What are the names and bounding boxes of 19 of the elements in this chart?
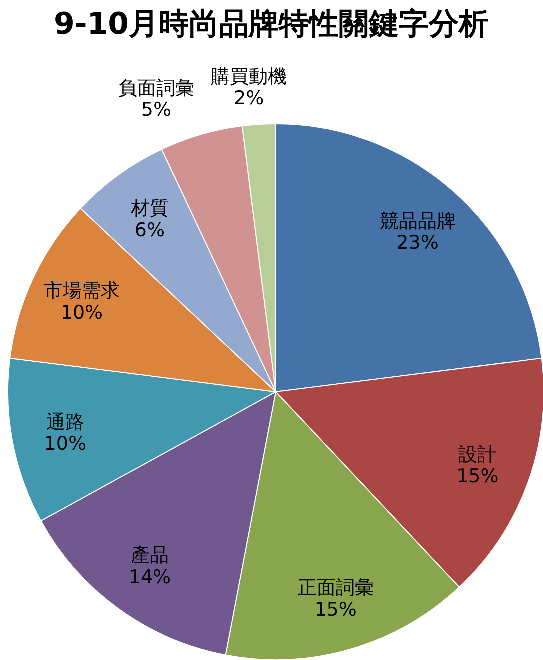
data-label: 23% (396, 232, 439, 254)
data-label: 6% (134, 220, 166, 242)
chart-title: 9-10月時尚品牌特性關鍵字分析 (52, 6, 490, 44)
slice-label: 市場需求 (44, 280, 120, 302)
data-label: 14% (128, 566, 172, 589)
data-label: 15% (456, 466, 499, 488)
data-label: 2% (234, 88, 264, 110)
slice-label: 負面詞彙 (118, 77, 194, 100)
data-label: 10% (44, 433, 87, 456)
slice-label: 競品品牌 (380, 210, 456, 232)
slice-label: 產品 (130, 544, 169, 567)
slice-label: 材質 (130, 198, 169, 220)
slice-label: 購買動機 (211, 66, 288, 88)
data-label: 15% (314, 598, 357, 621)
data-label: 10% (60, 302, 104, 324)
data-label: 5% (141, 99, 172, 122)
slice-label: 正面詞彙 (298, 577, 374, 600)
slice-label: 通路 (46, 411, 84, 434)
slice-label: 設計 (458, 444, 497, 466)
